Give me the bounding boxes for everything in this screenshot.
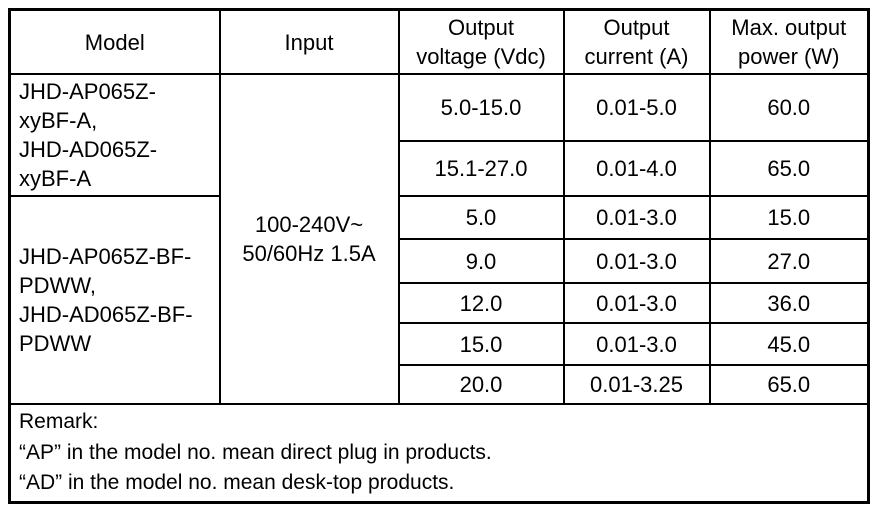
max-output-power-cell: 15.0	[708, 195, 870, 241]
output-voltage-cell: 5.0-15.0	[397, 73, 565, 143]
max-output-power-cell: 36.0	[708, 282, 870, 325]
output-voltage-cell: 15.0	[397, 322, 565, 367]
max-output-power-cell: 65.0	[708, 364, 870, 406]
max-output-power-cell: 45.0	[708, 322, 870, 367]
remark-cell: Remark: “AP” in the model no. mean direc…	[8, 403, 870, 503]
model-group-1-cell: JHD-AP065Z- xyBF-A, JHD-AD065Z- xyBF-A	[8, 73, 221, 198]
remark-row: Remark: “AP” in the model no. mean direc…	[8, 403, 870, 503]
table-row: 9.0 0.01-3.0 27.0	[10, 238, 870, 285]
model-group-2-cell: JHD-AP065Z-BF- PDWW, JHD-AD065Z-BF- PDWW	[8, 195, 221, 406]
power-spec-table: Model Input Output voltage (Vdc) Output …	[8, 8, 870, 504]
table-row: 12.0 0.01-3.0 36.0	[10, 282, 870, 325]
output-voltage-cell: 15.1-27.0	[397, 140, 565, 198]
output-current-cell: 0.01-3.0	[562, 282, 711, 325]
output-voltage-cell: 9.0	[397, 238, 565, 285]
header-input: Input	[218, 8, 400, 76]
max-output-power-cell: 65.0	[708, 140, 870, 198]
output-voltage-cell: 20.0	[397, 364, 565, 406]
header-output-current: Output current (A)	[562, 8, 711, 76]
output-current-cell: 0.01-3.0	[562, 238, 711, 285]
output-current-cell: 0.01-3.0	[562, 322, 711, 367]
table-row: 20.0 0.01-3.25 65.0	[10, 364, 870, 406]
max-output-power-cell: 60.0	[708, 73, 870, 143]
output-voltage-cell: 5.0	[397, 195, 565, 241]
header-row: Model Input Output voltage (Vdc) Output …	[8, 8, 870, 76]
output-voltage-cell: 12.0	[397, 282, 565, 325]
table-row: JHD-AP065Z-BF- PDWW, JHD-AD065Z-BF- PDWW…	[8, 195, 870, 406]
output-current-cell: 0.01-3.25	[562, 364, 711, 406]
table-row: JHD-AP065Z- xyBF-A, JHD-AD065Z- xyBF-A 1…	[8, 73, 870, 406]
header-model: Model	[8, 8, 221, 76]
max-output-power-cell: 27.0	[708, 238, 870, 285]
table-row: 15.0 0.01-3.0 45.0	[10, 322, 870, 367]
table-row: 15.1-27.0 0.01-4.0 65.0	[10, 140, 870, 198]
output-current-cell: 0.01-4.0	[562, 140, 711, 198]
output-current-cell: 0.01-5.0	[562, 73, 711, 143]
header-max-output-power: Max. output power (W)	[708, 8, 870, 76]
output-current-cell: 0.01-3.0	[562, 195, 711, 241]
input-cell: 100-240V~ 50/60Hz 1.5A	[218, 73, 400, 406]
header-output-voltage: Output voltage (Vdc)	[397, 8, 565, 76]
